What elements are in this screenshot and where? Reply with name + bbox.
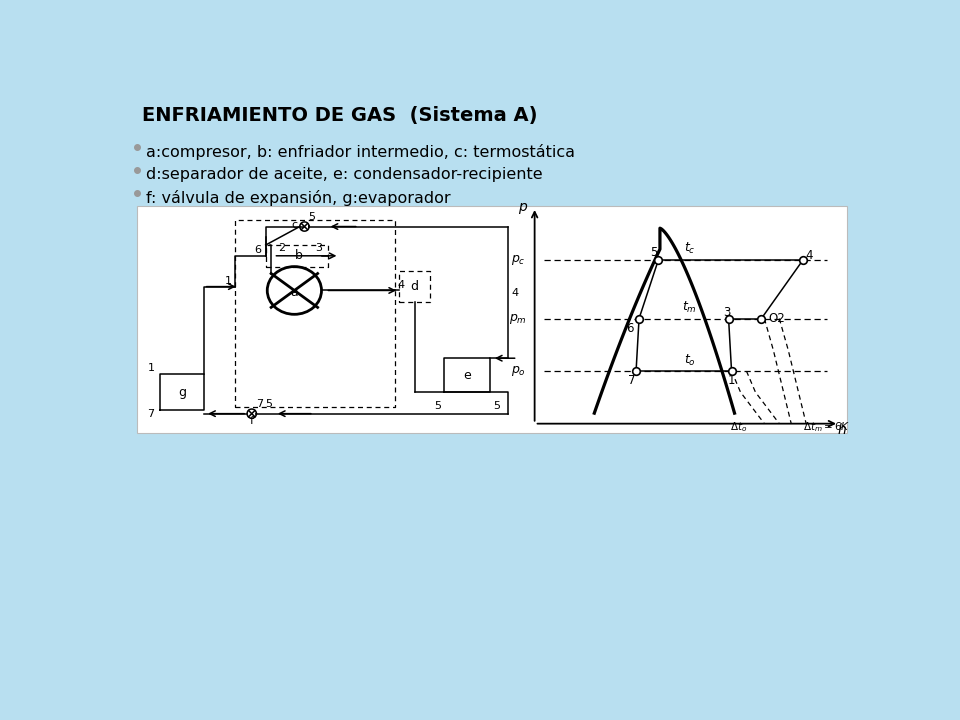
Text: 5: 5: [650, 246, 658, 258]
Text: $p_o$: $p_o$: [511, 364, 526, 378]
Text: 3: 3: [724, 306, 731, 319]
Text: 5: 5: [308, 212, 315, 222]
Text: g: g: [178, 386, 186, 399]
Text: 7: 7: [148, 409, 155, 419]
Text: 1: 1: [148, 363, 155, 372]
Text: O2: O2: [769, 312, 785, 325]
Text: c: c: [291, 220, 298, 230]
Text: 4: 4: [397, 280, 405, 290]
Text: d: d: [411, 280, 419, 293]
Text: a:compresor, b: enfriador intermedio, c: termostática: a:compresor, b: enfriador intermedio, c:…: [146, 144, 575, 160]
Text: $t_c$: $t_c$: [684, 241, 696, 256]
Text: e: e: [464, 369, 471, 382]
Text: h: h: [837, 423, 847, 437]
Text: f: válvula de expansión, g:evaporador: f: válvula de expansión, g:evaporador: [146, 190, 450, 207]
Text: a: a: [291, 287, 299, 300]
Text: 5: 5: [434, 401, 442, 411]
Text: 7: 7: [628, 374, 636, 387]
Text: 5: 5: [493, 401, 500, 411]
Text: $p_c$: $p_c$: [511, 253, 525, 266]
Text: p: p: [518, 200, 527, 215]
Text: 5: 5: [265, 400, 273, 410]
Text: $p_m$: $p_m$: [509, 312, 527, 325]
Text: d:separador de aceite, e: condensador-recipiente: d:separador de aceite, e: condensador-re…: [146, 167, 542, 182]
Text: 6: 6: [626, 322, 634, 335]
Text: $\Delta t_m= 6K$: $\Delta t_m= 6K$: [804, 420, 851, 433]
Text: b: b: [295, 249, 303, 262]
Text: $t_m$: $t_m$: [683, 300, 697, 315]
Text: 4: 4: [805, 249, 813, 262]
Text: 2: 2: [277, 243, 285, 253]
Text: f: f: [250, 416, 253, 426]
Text: $\Delta t_o$: $\Delta t_o$: [731, 420, 748, 433]
Text: 3: 3: [315, 243, 322, 253]
Text: 1: 1: [728, 374, 735, 387]
Text: 1: 1: [225, 276, 232, 287]
Text: $t_o$: $t_o$: [684, 353, 696, 368]
Text: 7: 7: [256, 400, 263, 410]
Text: 4: 4: [512, 288, 518, 298]
FancyBboxPatch shape: [137, 206, 847, 433]
Text: ENFRIAMIENTO DE GAS  (Sistema A): ENFRIAMIENTO DE GAS (Sistema A): [142, 106, 538, 125]
Text: 6: 6: [254, 246, 261, 256]
Ellipse shape: [267, 266, 322, 315]
